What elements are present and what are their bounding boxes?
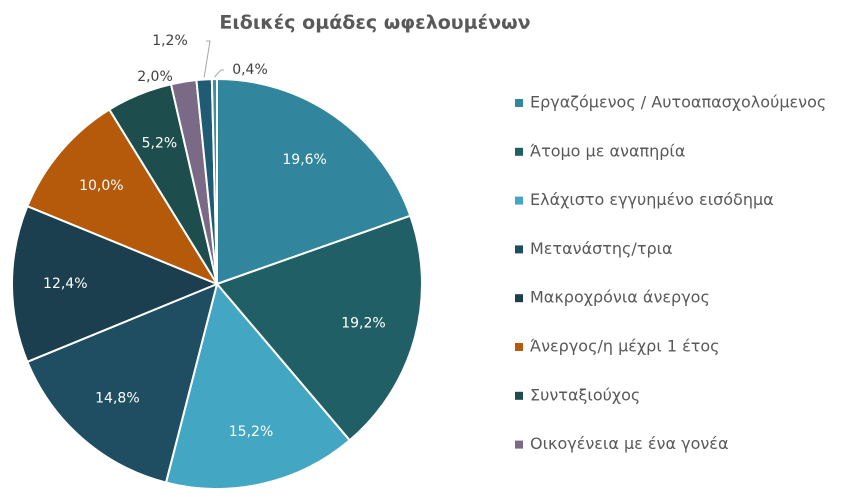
leader-line (214, 69, 224, 78)
pie-slice (26, 282, 219, 484)
legend-swatch (515, 196, 523, 205)
data-label: 12,4% (43, 276, 87, 292)
pie-slice (26, 108, 220, 287)
pie-slice (210, 77, 218, 285)
legend-swatch (515, 440, 523, 449)
legend-label: Άνεργος/η μέχρι 1 έτος (530, 337, 720, 356)
legend-swatch (515, 391, 523, 400)
legend-label: Μετανάστης/τρια (530, 239, 673, 258)
legend-label: Μακροχρόνια άνεργος (530, 288, 710, 307)
data-label: 10,0% (79, 178, 123, 194)
data-label: 2,0% (137, 69, 173, 85)
data-label: 19,2% (341, 316, 385, 332)
legend-swatch (515, 343, 523, 351)
legend-label: Οικογένεια με ένα γονέα (530, 434, 729, 453)
legend-label: Συνταξιούχος (530, 385, 640, 404)
data-label: 5,2% (142, 136, 178, 152)
legend-label: Άτομο με αναπηρία (530, 141, 685, 160)
pie-slice (164, 281, 352, 490)
legend-swatch (515, 99, 523, 107)
legend-swatch (515, 294, 523, 303)
data-label: 19,6% (282, 152, 326, 168)
leader-line (203, 40, 211, 78)
pie-slice (11, 204, 220, 364)
data-label: 14,8% (95, 390, 139, 406)
legend-swatch (515, 245, 523, 254)
legend-label: Εργαζόμενος / Αυτοαπασχολούμενος (530, 93, 826, 112)
data-label: 15,2% (229, 424, 273, 440)
chart-title: Ειδικές ομάδες ωφελουμένων (219, 12, 530, 34)
pie-slice (215, 214, 423, 442)
data-label: 0,4% (232, 62, 268, 78)
legend-swatch (515, 147, 523, 156)
legend-label: Ελάχιστο εγγυημένο εισόδημα (530, 190, 774, 209)
data-label: 1,2% (152, 33, 188, 49)
